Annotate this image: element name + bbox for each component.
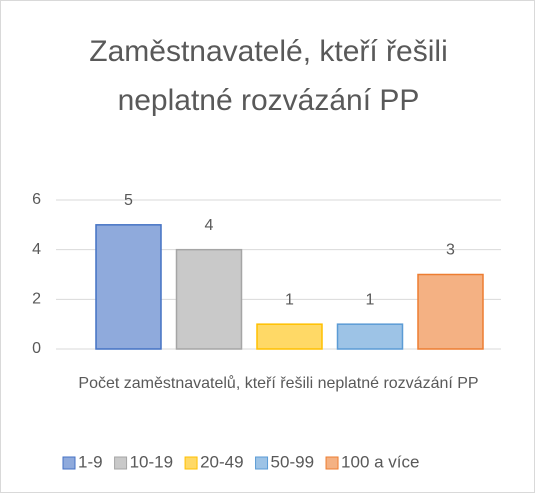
legend-label: 20-49: [200, 452, 243, 471]
bar: [175, 248, 243, 350]
y-tick-label: 2: [32, 291, 41, 308]
legend-swatch: [62, 456, 76, 470]
bar: [336, 323, 404, 350]
legend-label: 100 a více: [341, 452, 419, 471]
legend-swatch: [325, 456, 339, 470]
bar: [95, 224, 162, 350]
y-tick-label: 0: [32, 340, 41, 357]
data-label: 1: [285, 291, 294, 308]
y-tick-label: 4: [32, 241, 41, 258]
legend-label: 1-9: [78, 452, 103, 471]
legend-swatch: [255, 456, 269, 470]
legend-label: 10-19: [130, 452, 173, 471]
data-label: 3: [446, 242, 455, 259]
data-label: 5: [124, 192, 133, 209]
y-tick-label: 6: [32, 191, 41, 208]
legend-label: 50-99: [271, 452, 314, 471]
legend-swatch: [184, 456, 198, 470]
data-label: 1: [366, 291, 375, 308]
bar: [256, 323, 323, 350]
chart-title: Zaměstnavatelé, kteří řešili neplatné ro…: [89, 35, 448, 117]
x-category-label: Počet zaměstnavatelů, kteří řešili nepla…: [78, 375, 479, 392]
data-label: 4: [205, 217, 214, 234]
bar: [417, 273, 484, 350]
legend-swatch: [114, 456, 128, 470]
